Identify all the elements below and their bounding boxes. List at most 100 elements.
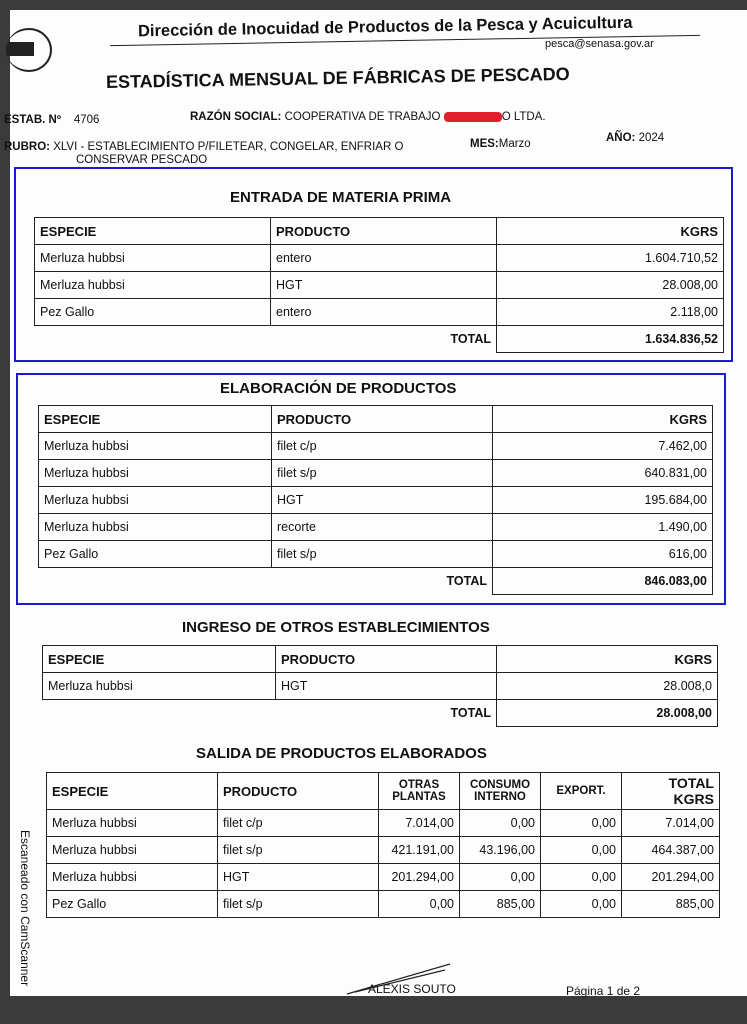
- table-row: ESPECIE PRODUCTO OTRAS PLANTAS CONSUMO INTE…: [46, 772, 720, 810]
- table-row: Merluza hubbsi recorte 1.490,00: [38, 513, 713, 541]
- column-header: TOTAL KGRS: [621, 772, 720, 810]
- page-number: Página 1 de 2: [566, 984, 641, 998]
- camscanner-watermark: Escaneado con CamScanner: [18, 830, 32, 987]
- table-cell: Merluza hubbsi: [46, 809, 218, 837]
- table-cell: 0,00: [459, 863, 541, 891]
- table-row: Merluza hubbsi HGT 28.008,00: [34, 271, 724, 299]
- table-cell: Pez Gallo: [46, 890, 218, 918]
- table-row: Merluza hubbsi HGT 201.294,00 0,00 0,00 201.2…: [46, 863, 720, 891]
- table-row: Merluza hubbsi filet s/p 421.191,00 43.196,…: [46, 836, 720, 864]
- column-header: PRODUCTO: [271, 405, 493, 433]
- table-cell: 28.008,00: [496, 271, 724, 299]
- table-row: ESPECIE PRODUCTO KGRS: [38, 405, 713, 433]
- table-cell: 0,00: [378, 890, 460, 918]
- column-header: ESPECIE: [46, 772, 218, 810]
- table-cell: 464.387,00: [621, 836, 720, 864]
- table-row: TOTAL 846.083,00: [39, 567, 713, 595]
- table-cell: 1.634.836,52: [496, 325, 724, 353]
- table-cell: Merluza hubbsi: [46, 836, 218, 864]
- table-cell: 0,00: [459, 809, 541, 837]
- table-row: ESPECIE PRODUCTO KGRS: [34, 217, 724, 245]
- table-cell: 0,00: [540, 890, 622, 918]
- table-cell: Merluza hubbsi: [38, 513, 272, 541]
- entrada-section: ENTRADA DE MATERIA PRIMA ESPECIE PRODUCTO…: [14, 167, 733, 362]
- table-cell: filet s/p: [217, 890, 379, 918]
- table-cell: Merluza hubbsi: [38, 432, 272, 460]
- table-cell: Merluza hubbsi: [42, 672, 276, 700]
- table-cell: 0,00: [540, 809, 622, 837]
- column-header: KGRS: [496, 217, 724, 245]
- table-cell: Merluza hubbsi: [34, 244, 271, 272]
- table-cell: filet s/p: [271, 540, 493, 568]
- redaction: [443, 111, 502, 122]
- table-cell: HGT: [217, 863, 379, 891]
- table-cell: Merluza hubbsi: [34, 271, 271, 299]
- table-cell: HGT: [275, 672, 497, 700]
- mes-field: MES:Marzo: [470, 138, 531, 150]
- table-cell: 28.008,0: [496, 672, 718, 700]
- table-row: Pez Gallo filet s/p 616,00: [38, 540, 713, 568]
- table-row: Merluza hubbsi HGT 28.008,0: [42, 672, 718, 700]
- table-cell: 201.294,00: [378, 863, 460, 891]
- table-cell: 201.294,00: [621, 863, 720, 891]
- rubro-field-cont: CONSERVAR PESCADO: [76, 154, 208, 166]
- document-page: Dirección de Inocuidad de Productos de l…: [4, 10, 747, 998]
- column-header: PRODUCTO: [275, 645, 497, 673]
- table-cell: TOTAL: [275, 699, 497, 727]
- column-header: EXPORT.: [540, 772, 622, 810]
- table-cell: entero: [270, 244, 497, 272]
- table-row: Merluza hubbsi HGT 195.684,00: [38, 486, 713, 514]
- table-cell: HGT: [271, 486, 493, 514]
- table-cell: HGT: [270, 271, 497, 299]
- table-cell: 7.462,00: [492, 432, 713, 460]
- salida-table: ESPECIE PRODUCTO OTRAS PLANTAS CONSUMO INTE…: [46, 772, 720, 918]
- table-cell: [39, 568, 272, 595]
- rubro-field: RUBRO: XLVI - ESTABLECIMIENTO P/FILETEAR…: [4, 141, 404, 153]
- table-cell: Merluza hubbsi: [38, 459, 272, 487]
- column-header: ESPECIE: [42, 645, 276, 673]
- table-row: Merluza hubbsi filet c/p 7.462,00: [38, 432, 713, 460]
- table-cell: TOTAL: [271, 567, 493, 595]
- column-header: CONSUMO INTERNO: [459, 772, 541, 810]
- estab-field: ESTAB. Nº 4706: [4, 114, 100, 126]
- table-cell: filet s/p: [271, 459, 493, 487]
- table-cell: entero: [270, 298, 497, 326]
- column-header: KGRS: [496, 645, 718, 673]
- section-title: ELABORACIÓN DE PRODUCTOS: [220, 380, 457, 397]
- table-cell: filet c/p: [217, 809, 379, 837]
- table-cell: [35, 326, 271, 353]
- table-cell: filet c/p: [271, 432, 493, 460]
- page-title: ESTADÍSTICA MENSUAL DE FÁBRICAS DE PESCA…: [105, 63, 570, 93]
- column-header: PRODUCTO: [270, 217, 497, 245]
- table-cell: TOTAL: [270, 325, 497, 353]
- table-row: Merluza hubbsi entero 1.604.710,52: [34, 244, 724, 272]
- table-cell: 2.118,00: [496, 298, 724, 326]
- table-cell: 195.684,00: [492, 486, 713, 514]
- table-cell: 1.490,00: [492, 513, 713, 541]
- column-header: KGRS: [492, 405, 713, 433]
- razon-field: RAZÓN SOCIAL: COOPERATIVA DE TRABAJO O L…: [190, 111, 546, 123]
- table-cell: 0,00: [540, 836, 622, 864]
- section-title: SALIDA DE PRODUCTOS ELABORADOS: [196, 745, 487, 762]
- elaboracion-section: ELABORACIÓN DE PRODUCTOS ESPECIE PRODUCTO…: [16, 373, 726, 605]
- ingreso-table: ESPECIE PRODUCTO KGRS Merluza hubbsi HGT 28.…: [42, 645, 718, 727]
- anio-field: AÑO: 2024: [606, 132, 665, 144]
- table-cell: Merluza hubbsi: [38, 486, 272, 514]
- entrada-table: ESPECIE PRODUCTO KGRS Merluza hubbsi entero…: [34, 217, 724, 353]
- section-title: INGRESO DE OTROS ESTABLECIMIENTOS: [182, 619, 490, 636]
- table-cell: 846.083,00: [492, 567, 713, 595]
- table-row: ESPECIE PRODUCTO KGRS: [42, 645, 718, 673]
- signature: ALEXIS SOUTO: [368, 982, 456, 996]
- column-header: ESPECIE: [38, 405, 272, 433]
- table-cell: 7.014,00: [378, 809, 460, 837]
- table-cell: Pez Gallo: [38, 540, 272, 568]
- table-row: Pez Gallo entero 2.118,00: [34, 298, 724, 326]
- table-cell: 43.196,00: [459, 836, 541, 864]
- table-row: Merluza hubbsi filet c/p 7.014,00 0,00 0,00 7…: [46, 809, 720, 837]
- header-email: pesca@senasa.gov.ar: [545, 38, 654, 50]
- column-header: PRODUCTO: [217, 772, 379, 810]
- table-cell: recorte: [271, 513, 493, 541]
- column-header: OTRAS PLANTAS: [378, 772, 460, 810]
- table-cell: Pez Gallo: [34, 298, 271, 326]
- table-cell: [43, 700, 276, 727]
